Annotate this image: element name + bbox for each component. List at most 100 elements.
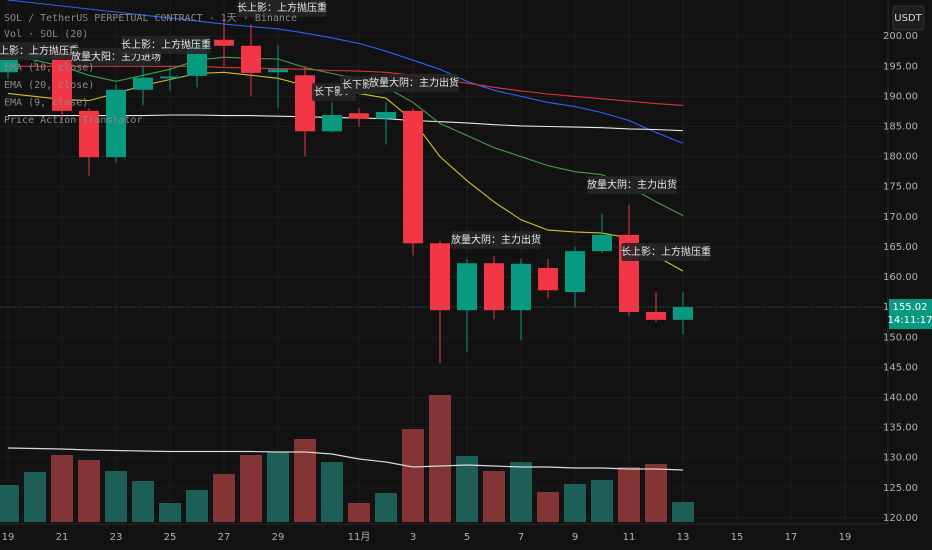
candle-body [403,110,423,244]
candle-body [484,263,504,311]
candle-body [133,77,153,90]
candle-body [511,263,531,311]
candle-body [565,251,585,293]
annotation-box [0,42,79,60]
volume-bar [78,460,100,522]
y-tick-label: 145.00 [883,362,918,373]
volume-bar [672,502,694,522]
x-tick-label: 21 [56,532,69,543]
volume-bar [213,474,235,522]
candle-body [646,311,666,320]
candle-body [673,307,693,320]
x-tick-label: 15 [731,532,744,543]
y-tick-label: 130.00 [883,453,918,464]
currency-button[interactable] [892,5,925,31]
candle-body [0,57,18,73]
volume-bar [456,456,478,522]
x-tick-label: 11 [623,532,636,543]
annotation-box [621,243,711,261]
x-tick-label: 19 [839,532,852,543]
candle-body [322,115,342,132]
indicator-label: Vol · SOL (20) [4,29,88,40]
volume-bar [402,429,424,522]
candle-body [592,234,612,252]
y-tick-label: 135.00 [883,423,918,434]
candle-body [430,243,450,311]
axes: 120.00 125.00 130.00 135.00 140.00 145.00 150.… [2,31,918,543]
symbol-title: SOL / TetherUS PERPETUAL CONTRACT · 1天 ·… [4,13,297,24]
x-tick-label: 9 [572,532,578,543]
indicator-label: EMA (9, close) [4,98,88,109]
y-tick-label: 185.00 [883,121,918,132]
volume-bar [294,439,316,522]
x-tick-label: 23 [110,532,123,543]
x-tick-label: 11月 [348,531,371,543]
ema-line [8,65,684,106]
indicator-label: EMA (20, close) [4,80,94,91]
candle-body [241,45,261,73]
ema-line [7,0,684,144]
y-tick-label: 190.00 [883,91,918,102]
volume-bar [510,462,532,522]
volume-bar [267,452,289,522]
x-tick-label: 29 [272,532,285,543]
last-price-box [889,299,932,330]
volume-bar [375,493,397,522]
candle-body [349,113,369,119]
volume-bar [348,503,370,522]
x-tick-label: 17 [785,532,798,543]
volume-bar [483,471,505,522]
y-tick-label: 120.00 [883,513,918,524]
x-tick-label: 3 [410,532,416,543]
indicator-label: Price Action Translator [4,115,142,126]
currency-label[interactable]: USDT [894,13,922,24]
volume-bar [321,462,343,522]
y-tick-label: 125.00 [883,483,918,494]
volume-bar [429,395,451,522]
annotation-box [121,36,211,54]
annotation-text: 放量大阴：主力出货 [587,178,677,191]
annotation-text: 放量大阴：主力出货 [451,233,541,246]
candle-body [538,268,558,291]
candle-body [268,69,288,73]
candle-body [52,54,72,111]
candle-body [160,76,180,79]
volume-bar [186,490,208,522]
x-tick-label: 5 [464,532,470,543]
x-tick-label: 7 [518,532,524,543]
candle-body [457,263,477,311]
volume-bar [0,485,19,522]
annotation-text: 放量大阴：主力出货 [369,76,459,89]
annotation-text: 长上影：上方抛压重 [237,1,327,14]
volume-bar [537,492,559,522]
indicator-label: EMA (10, close) [4,63,94,74]
y-tick-label: 180.00 [883,152,918,163]
volume-bar [105,471,127,522]
candle-body [106,89,126,158]
y-tick-label: 200.00 [883,31,918,42]
y-tick-label: 175.00 [883,182,918,193]
volume-bar [240,455,262,522]
y-tick-label: 160.00 [883,272,918,283]
last-price-label: 155.02 [893,302,928,313]
volume-pane [0,395,694,522]
y-tick-label: 150.00 [883,332,918,343]
volume-bar [159,503,181,522]
annotation-box [451,231,541,249]
x-tick-label: 25 [164,532,177,543]
volume-bar [591,480,613,522]
y-tick-label: 165.00 [883,242,918,253]
y-tick-label: 170.00 [883,212,918,223]
annotation-box [237,0,327,17]
x-tick-label: 19 [2,532,15,543]
candle-body [79,110,99,158]
annotations: 长上影：上方抛压重放量大阳：主力进场长上影：上方抛压重长上影：上方抛压重长下影：… [0,0,711,261]
annotation-text: 长上影：上方抛压重 [621,245,711,258]
volume-bar [132,481,154,522]
legend: SOL / TetherUS PERPETUAL CONTRACT · 1天 ·… [4,13,297,126]
y-tick-label: 140.00 [883,393,918,404]
volume-bar [618,467,640,522]
x-tick-label: 27 [218,532,231,543]
